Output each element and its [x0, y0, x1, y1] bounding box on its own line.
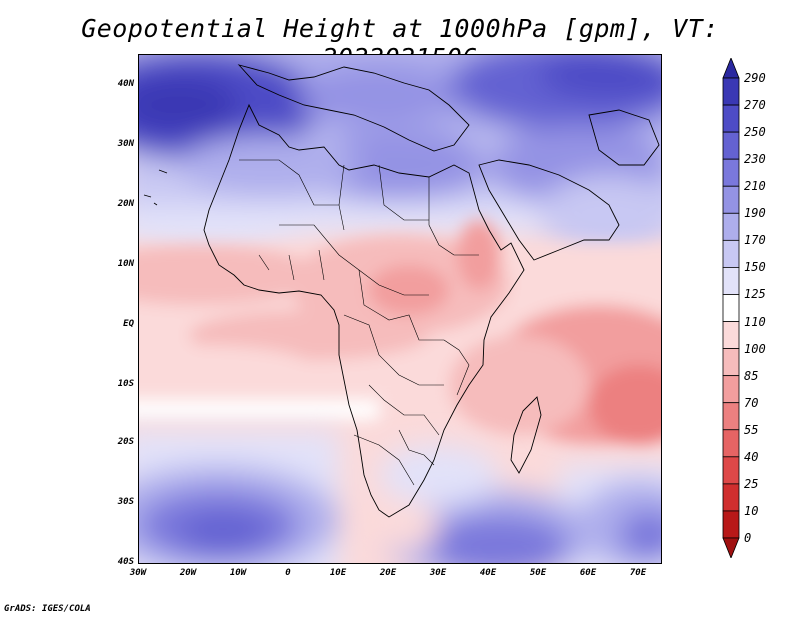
lon-label-30e: 30E — [429, 568, 447, 578]
colorbar-box — [722, 158, 740, 187]
lon-label-70e: 70E — [629, 568, 647, 578]
colorbar-box — [722, 510, 740, 539]
grads-credit: GrADS: IGES/COLA — [4, 604, 91, 614]
colorbar-tick-label: 55 — [744, 422, 759, 437]
colorbar-tick-label: 85 — [744, 368, 759, 383]
colorbar-box — [722, 321, 740, 349]
colorbar-box — [722, 267, 740, 295]
lon-label-60e: 60E — [579, 568, 597, 578]
field-shading-north — [139, 55, 661, 255]
lon-label-20e: 20E — [379, 568, 397, 578]
lat-label-20s: 20S — [117, 437, 134, 447]
colorbar-box — [722, 348, 740, 377]
colorbar-box — [722, 402, 740, 431]
colorbar-box — [722, 185, 740, 214]
colorbar-tick-label: 110 — [744, 314, 766, 329]
colorbar-tick-label: 10 — [744, 503, 759, 518]
colorbar-top-triangle — [722, 58, 740, 79]
field-shading-tropics — [139, 220, 661, 445]
colorbar-tick-label: 190 — [744, 206, 766, 221]
lon-label-10e: 10E — [329, 568, 347, 578]
geopotential-field-map — [139, 55, 661, 563]
colorbar-box — [722, 429, 740, 458]
colorbar-tick-label: 100 — [744, 341, 766, 356]
lat-label-40s: 40S — [117, 557, 134, 567]
colorbar-tick-label: 0 — [744, 531, 752, 545]
colorbar-tick-label: 40 — [744, 449, 759, 464]
lon-label-40e: 40E — [479, 568, 497, 578]
map-frame — [138, 54, 662, 564]
field-shading-south — [139, 430, 661, 563]
colorbar-tick-label: 290 — [744, 71, 766, 85]
lon-label-0: 0 — [285, 568, 291, 578]
lat-label-30s: 30S — [117, 497, 134, 507]
colorbar-box — [722, 483, 740, 512]
lon-label-20w: 20W — [179, 568, 197, 578]
colorbar — [722, 58, 740, 558]
lat-label-20n: 20N — [117, 199, 134, 209]
colorbar-box — [722, 294, 740, 322]
country-borders — [239, 159, 479, 486]
colorbar-tick-label: 230 — [744, 152, 766, 167]
colorbar-tick-label: 70 — [744, 395, 759, 410]
lon-label-30w: 30W — [129, 568, 147, 578]
colorbar-tick-label: 150 — [744, 260, 766, 275]
lat-label-10n: 10N — [117, 259, 134, 269]
lat-label-10s: 10S — [117, 379, 134, 389]
lat-label-40n: 40N — [117, 79, 134, 89]
colorbar-box — [722, 131, 740, 160]
colorbar-box — [722, 375, 740, 404]
colorbar-box — [722, 104, 740, 133]
colorbar-box — [722, 239, 740, 268]
colorbar-box — [722, 456, 740, 485]
colorbar-tick-label: 210 — [744, 179, 766, 194]
colorbar-tick-label: 170 — [744, 233, 766, 248]
lat-label-eq: EQ — [123, 319, 134, 329]
colorbar-box — [722, 77, 740, 106]
lon-label-10w: 10W — [229, 568, 247, 578]
lon-label-50e: 50E — [529, 568, 547, 578]
colorbar-tick-label: 25 — [744, 476, 759, 491]
colorbar-box — [722, 212, 740, 241]
lat-label-30n: 30N — [117, 139, 134, 149]
colorbar-bottom-triangle — [722, 537, 740, 558]
colorbar-tick-label: 125 — [744, 287, 766, 302]
coastlines — [143, 64, 660, 518]
colorbar-tick-label: 250 — [744, 125, 766, 140]
colorbar-tick-label: 270 — [744, 98, 766, 113]
